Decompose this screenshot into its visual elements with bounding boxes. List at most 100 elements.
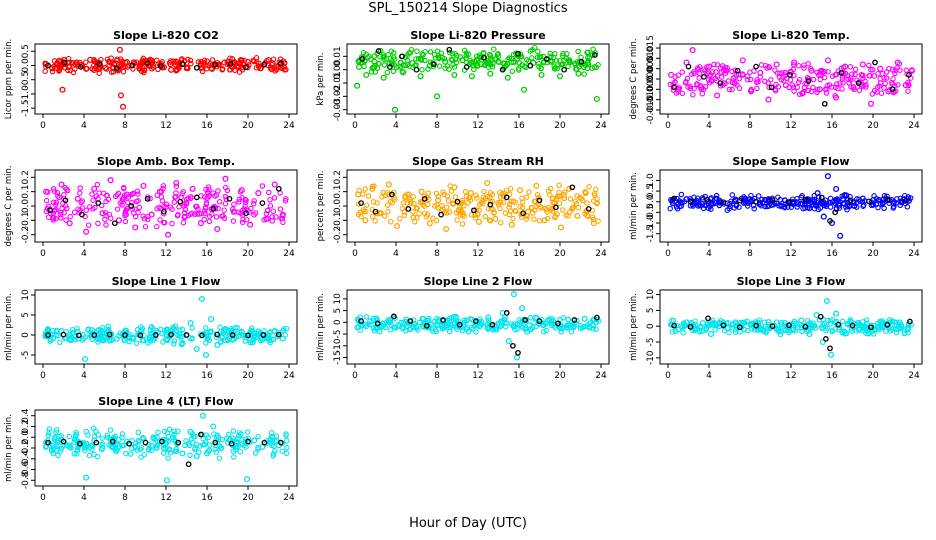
data-point-background [810,76,817,83]
data-point-background [890,76,896,82]
x-tick-label: 20 [554,249,566,259]
data-point-black [275,185,282,192]
data-point-background [402,328,409,334]
y-axis-label: ml/min per min. [316,293,326,361]
data-point-black [536,318,543,324]
data-point-background [474,53,480,59]
data-point-background [249,327,255,334]
data-point-background [139,337,145,344]
data-point-background [572,60,578,67]
data-point [356,63,363,71]
data-point [451,184,458,191]
data-point [731,80,738,87]
data-point-background [526,322,532,328]
data-point-background [482,213,488,220]
data-point-black [122,332,128,338]
data-point-background [175,332,181,339]
data-point-background [363,314,370,320]
data-point-background [862,78,868,85]
data-point-background [585,54,591,61]
data-point [113,335,120,343]
data-point [156,188,163,195]
data-point-background [531,320,537,326]
data-point-black [717,80,724,86]
data-point-background [212,446,218,452]
x-tick-label: 24 [908,249,920,259]
data-point-background [827,204,834,210]
data-point-black [109,438,116,445]
data-point-black [129,62,136,69]
data-point-background [363,51,369,57]
data-point-background [94,453,101,460]
y-tick-label: -0.010 [646,85,656,114]
data-point-background [845,76,851,82]
data-point-background [239,219,246,226]
data-point-background [185,56,191,63]
data-point [202,351,210,359]
data-point-black [769,323,776,330]
data-point-background [472,215,479,221]
data-point-background [534,192,541,198]
data-point-background [270,208,277,214]
data-point-background [459,221,466,227]
data-point [888,325,895,332]
data-point [58,181,65,188]
data-point-black [818,194,825,201]
data-point [214,341,221,349]
x-tick-label: 12 [785,249,796,259]
data-point-background [733,203,740,209]
data-point-black [866,198,872,205]
data-point-background [188,60,194,67]
data-point-background [863,84,869,90]
data-point [255,190,262,197]
data-point-background [534,54,541,61]
data-point-black [183,332,190,338]
data-point-background [244,429,251,435]
data-point-background [206,213,213,219]
x-tick-label: 24 [283,121,295,131]
data-point-black [889,86,896,93]
data-point-background [123,450,129,457]
x-tick-label: 0 [40,121,46,131]
data-point [806,331,813,338]
data-point-background [443,204,450,210]
data-point-black [79,211,85,218]
data-point [184,65,191,72]
data-point-background [161,428,168,435]
data-point-background [445,198,452,204]
data-point-background [155,429,161,436]
data-point-background [754,319,761,326]
data-point [74,328,81,335]
data-point-background [507,201,513,208]
panel-title: Slope Sample Flow [732,155,849,168]
data-point-background [762,196,768,203]
panel-title: Slope Li-820 Pressure [410,29,545,42]
data-point [443,225,450,233]
data-point [484,179,491,187]
data-point-black [503,310,510,316]
data-point-black [60,331,67,338]
data-point [426,220,433,227]
data-point-black [471,207,477,214]
data-point-background [772,67,778,73]
x-tick-label: 20 [242,493,254,503]
data-point-background [755,193,762,199]
data-point [280,63,287,70]
data-point [234,443,241,450]
y-tick-label: 0.5 [21,44,31,58]
data-point-background [391,56,398,62]
x-tick-label: 24 [595,371,607,381]
data-point-background [893,200,900,206]
data-point [819,338,826,346]
data-point-background [508,321,515,327]
data-point [165,231,172,238]
data-point-background [71,209,78,216]
data-point [557,224,565,231]
y-tick-label: 0.0 [21,199,31,214]
data-point-background [46,429,52,436]
x-tick-label: 12 [472,371,483,381]
data-point [820,213,827,220]
data-point-background [808,88,815,95]
data-point-background [265,336,271,342]
